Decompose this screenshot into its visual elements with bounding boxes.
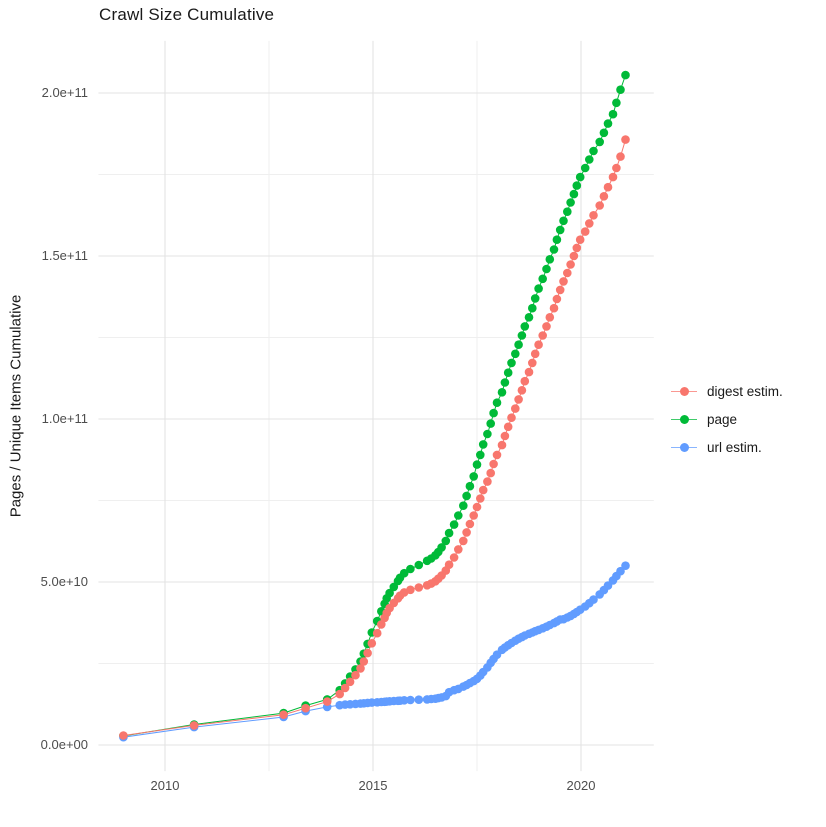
y-tick-label: 1.5e+11	[41, 248, 88, 263]
legend-key-icon	[671, 441, 697, 453]
series-digest-estim-	[119, 135, 630, 740]
chart-title: Crawl Size Cumulative	[99, 5, 275, 24]
legend-entry-digest-estim: digest estim.	[671, 377, 783, 405]
x-tick-label: 2020	[566, 778, 596, 793]
y-tick-label: 0.0e+00	[40, 737, 88, 752]
legend-entry-page: page	[671, 405, 783, 433]
gridlines-minor	[98, 40, 654, 772]
legend-key-icon	[671, 413, 697, 425]
legend-entry-url-estim: url estim.	[671, 433, 783, 461]
x-tick-label: 2010	[150, 778, 180, 793]
legend: digest estim. page url estim.	[671, 377, 783, 461]
series-page	[119, 70, 630, 741]
legend-key-icon	[671, 385, 697, 397]
x-tick-label: 2015	[358, 778, 388, 793]
legend-label: url estim.	[707, 439, 762, 455]
legend-label: page	[707, 411, 738, 427]
y-tick-label: 2.0e+11	[41, 85, 88, 100]
gridlines-major	[98, 40, 654, 772]
y-tick-label: 5.0e+10	[40, 574, 88, 589]
y-tick-label: 1.0e+11	[41, 411, 88, 426]
y-axis-title: Pages / Unique Items Cumulative	[7, 294, 25, 518]
legend-label: digest estim.	[707, 383, 783, 399]
series-url-estim-	[119, 561, 630, 742]
